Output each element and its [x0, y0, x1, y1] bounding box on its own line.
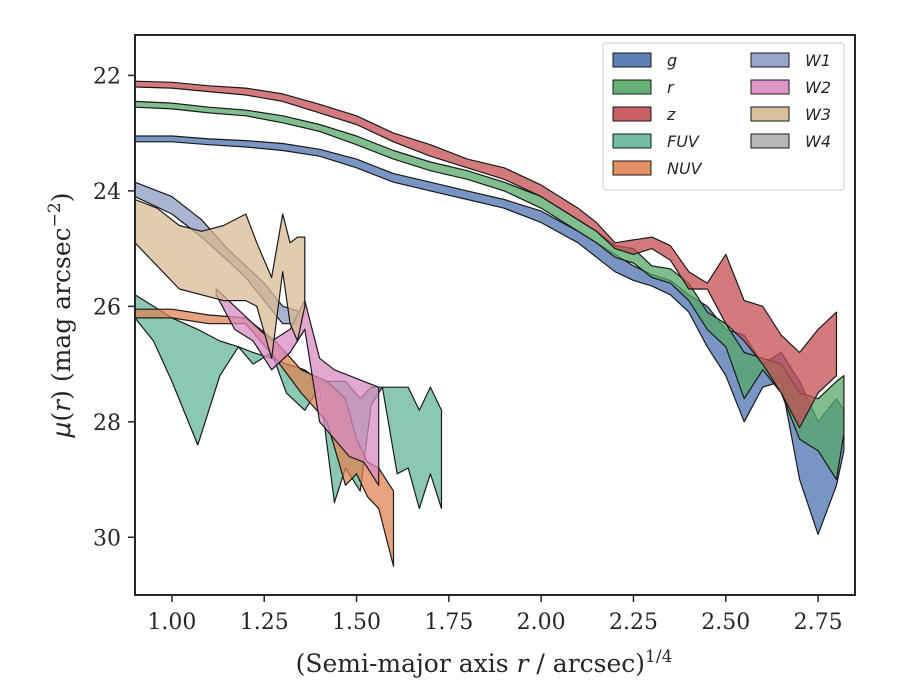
legend-label-fuv: FUV [667, 132, 700, 151]
bands-layer [135, 80, 845, 567]
x-tick-label: 2.00 [517, 610, 566, 635]
legend-swatch-w1 [750, 52, 790, 68]
legend-swatch-w3 [750, 106, 790, 122]
legend-label-z: z [666, 105, 676, 124]
x-tick-label: 1.25 [240, 610, 289, 635]
legend-swatch-r [612, 79, 652, 95]
x-tick-label: 2.25 [609, 610, 658, 635]
y-tick-label: 28 [93, 411, 121, 436]
y-tick-label: 30 [93, 526, 121, 551]
legend-label-w4: W4 [805, 132, 831, 151]
band-w2 [215, 288, 380, 486]
x-tick-label: 2.75 [794, 610, 843, 635]
legend-swatch-fuv [612, 133, 652, 149]
legend-swatch-g [612, 52, 652, 68]
y-tick-label: 24 [93, 180, 121, 205]
x-tick-label: 2.50 [701, 610, 750, 635]
x-tick-label: 1.00 [147, 610, 196, 635]
x-tick-label: 1.75 [424, 610, 473, 635]
legend-label-nuv: NUV [667, 159, 703, 178]
legend-label-g: g [667, 51, 677, 70]
y-ticks: 22 24 26 28 30 [93, 64, 135, 551]
y-axis-label: μ(r) (mag arcsec−2) [45, 193, 76, 439]
legend-swatch-z [612, 106, 652, 122]
x-ticks: 1.00 1.25 1.50 1.75 2.00 2.25 2.50 2.75 [147, 595, 843, 635]
band-r [135, 100, 845, 481]
legend: grz FUV NUV W1 W2 W3 W4 [602, 42, 845, 191]
x-tick-label: 1.50 [332, 610, 381, 635]
legend-label-w3: W3 [805, 105, 831, 124]
band-w3 [135, 198, 306, 359]
x-axis-label: (Semi-major axis r / arcsec)1/4 [296, 647, 673, 678]
legend-label-r: r [667, 78, 675, 97]
band-g [135, 135, 845, 535]
plot-frame [134, 34, 856, 596]
y-tick-label: 22 [93, 64, 121, 89]
legend-swatch-w4 [750, 133, 790, 149]
band-fuv [135, 294, 443, 509]
band-z [135, 80, 838, 429]
legend-label-w1: W1 [805, 51, 831, 70]
legend-label-w2: W2 [805, 78, 831, 97]
legend-swatch-nuv [612, 160, 652, 176]
legend-swatch-w2 [750, 79, 790, 95]
y-tick-label: 26 [93, 295, 121, 320]
